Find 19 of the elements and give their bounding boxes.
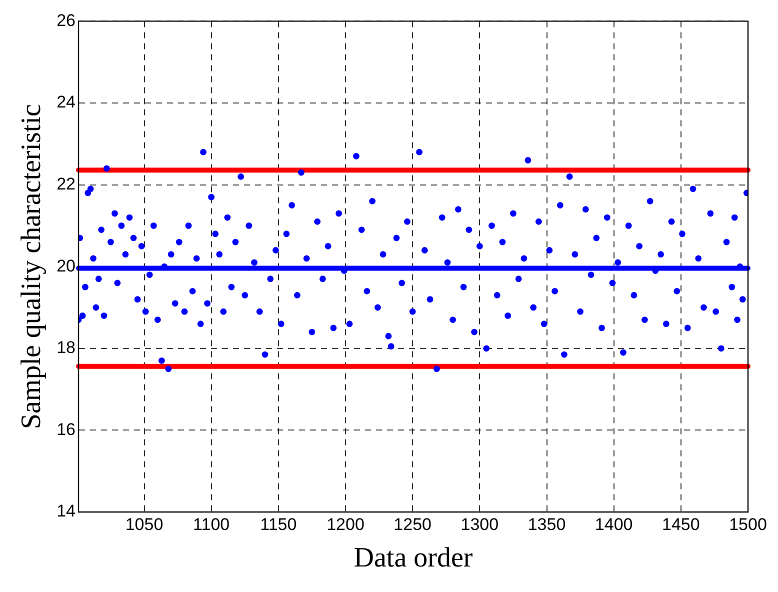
y-tick-label: 22 [56, 174, 76, 194]
y-tick-label: 18 [56, 338, 76, 358]
x-tick-label: 1200 [326, 514, 364, 534]
y-tick-label: 16 [56, 420, 76, 439]
y-tick-label: 26 [56, 10, 76, 30]
x-tick-label: 1150 [260, 514, 297, 534]
y-tick-label: 14 [56, 502, 76, 521]
x-tick-label: 1500 [729, 514, 767, 534]
x-tick-label: 1450 [662, 514, 700, 534]
y-axis-title: Sample quality characteristic [16, 104, 48, 430]
x-tick-label: 1350 [528, 514, 566, 534]
x-axis-title: Data order [354, 542, 474, 574]
y-tick-label: 24 [56, 92, 76, 112]
x-tick-label: 1050 [125, 514, 164, 534]
x-tick-label: 1400 [594, 514, 633, 534]
x-tick-label: 1250 [394, 514, 432, 534]
y-tick-label: 20 [56, 256, 76, 276]
x-tick-label: 1100 [193, 514, 230, 534]
x-tick-label: 1300 [460, 514, 499, 534]
